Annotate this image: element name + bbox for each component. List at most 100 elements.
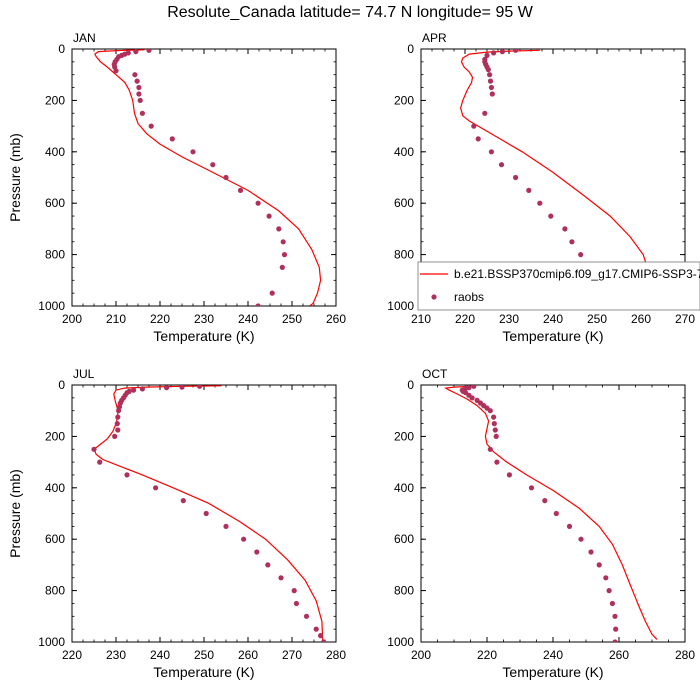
raobs-marker	[139, 386, 145, 392]
x-tick-label: 220	[62, 648, 82, 662]
y-tick-label: 200	[45, 93, 65, 107]
raobs-marker	[528, 485, 535, 491]
raobs-marker	[494, 459, 500, 465]
raobs-marker	[197, 385, 203, 389]
raobs-marker	[169, 136, 175, 142]
y-tick-label: 400	[45, 481, 65, 495]
raobs-marker	[281, 252, 288, 258]
x-tick-label: 200	[62, 312, 82, 326]
raobs-marker	[116, 404, 123, 410]
raobs-marker	[471, 123, 477, 129]
raobs-marker	[255, 200, 261, 206]
y-tick-label: 800	[394, 248, 414, 262]
raobs-marker	[488, 84, 494, 91]
raobs-marker	[210, 162, 216, 168]
raobs-marker	[266, 213, 272, 219]
panel-label: JAN	[73, 31, 96, 45]
raobs-marker	[148, 123, 154, 129]
raobs-marker	[537, 200, 543, 206]
raobs-marker	[566, 523, 573, 530]
x-tick-label: 270	[282, 648, 302, 662]
raobs-marker	[506, 472, 512, 478]
raobs-marker	[562, 226, 568, 232]
panel-label: JUL	[73, 367, 95, 381]
raobs-marker	[115, 414, 121, 420]
y-tick-label: 1000	[38, 635, 65, 649]
plot-data	[91, 385, 327, 642]
y-tick-label: 200	[45, 429, 65, 443]
raobs-marker	[313, 626, 319, 632]
x-tick-label: 240	[543, 312, 563, 326]
raobs-marker	[612, 613, 618, 619]
x-axis-label: Temperature (K)	[153, 328, 254, 344]
raobs-marker	[469, 395, 475, 401]
raobs-marker	[578, 252, 584, 258]
raobs-marker	[279, 264, 285, 270]
raobs-marker	[484, 52, 490, 59]
y-tick-label: 400	[394, 481, 414, 495]
raobs-marker	[91, 446, 97, 452]
raobs-marker	[180, 498, 186, 504]
y-tick-label: 600	[394, 196, 414, 210]
y-tick-label: 600	[394, 532, 414, 546]
raobs-marker	[223, 174, 229, 181]
y-tick-label: 1000	[38, 299, 65, 313]
legend: b.e21.BSSP370cmip6.f09_g17.CMIP6-SSP3-7.…	[417, 261, 700, 311]
y-tick-label: 0	[407, 378, 414, 392]
legend-box	[417, 261, 700, 311]
raobs-marker	[613, 626, 619, 632]
x-tick-label: 200	[411, 648, 431, 662]
raobs-marker	[578, 536, 584, 542]
raobs-marker	[488, 149, 494, 155]
y-tick-label: 1000	[387, 635, 414, 649]
raobs-marker	[321, 639, 327, 642]
x-tick-label: 260	[609, 648, 629, 662]
raobs-marker	[276, 226, 282, 232]
raobs-marker	[241, 536, 247, 542]
raobs-marker	[498, 162, 505, 168]
raobs-marker	[255, 303, 261, 306]
y-tick-label: 1000	[387, 299, 414, 313]
raobs-marker	[485, 67, 491, 73]
x-tick-label: 270	[675, 312, 695, 326]
plot-frame	[420, 384, 686, 643]
x-tick-label: 210	[106, 312, 126, 326]
raobs-marker	[293, 600, 299, 607]
raobs-marker	[137, 97, 143, 103]
legend-label-model: b.e21.BSSP370cmip6.f09_g17.CMIP6-SSP3-7.…	[454, 267, 700, 281]
legend-label-raobs: raobs	[454, 290, 484, 304]
x-tick-label: 260	[238, 648, 258, 662]
raobs-marker	[254, 549, 260, 555]
raobs-marker	[139, 110, 145, 116]
panel-label: APR	[422, 31, 447, 45]
y-tick-label: 200	[394, 429, 414, 443]
x-tick-label: 280	[326, 648, 346, 662]
panel-label: OCT	[422, 367, 448, 381]
raobs-marker	[487, 72, 493, 78]
raobs-marker	[112, 433, 118, 439]
raobs-marker	[223, 523, 229, 530]
y-axis-label: Pressure (mb)	[7, 469, 23, 558]
raobs-marker	[475, 136, 481, 142]
x-axis-label: Temperature (K)	[502, 328, 603, 344]
raobs-marker	[237, 187, 244, 193]
plot-data	[94, 49, 322, 306]
raobs-marker	[136, 84, 142, 91]
y-tick-label: 800	[45, 584, 65, 598]
raobs-marker	[553, 510, 559, 517]
raobs-marker	[291, 588, 297, 594]
raobs-marker	[491, 50, 497, 56]
x-tick-label: 250	[282, 312, 302, 326]
raobs-marker	[97, 459, 103, 465]
raobs-marker	[303, 613, 310, 619]
raobs-marker	[526, 187, 532, 193]
legend-marker-swatch	[431, 294, 437, 300]
y-tick-label: 200	[394, 93, 414, 107]
y-axis-label: Pressure (mb)	[7, 133, 23, 222]
raobs-marker	[133, 49, 139, 55]
raobs-marker	[513, 174, 519, 181]
x-tick-label: 280	[675, 648, 695, 662]
x-axis-label: Temperature (K)	[153, 664, 254, 680]
raobs-marker	[269, 290, 275, 296]
x-tick-label: 230	[194, 312, 214, 326]
